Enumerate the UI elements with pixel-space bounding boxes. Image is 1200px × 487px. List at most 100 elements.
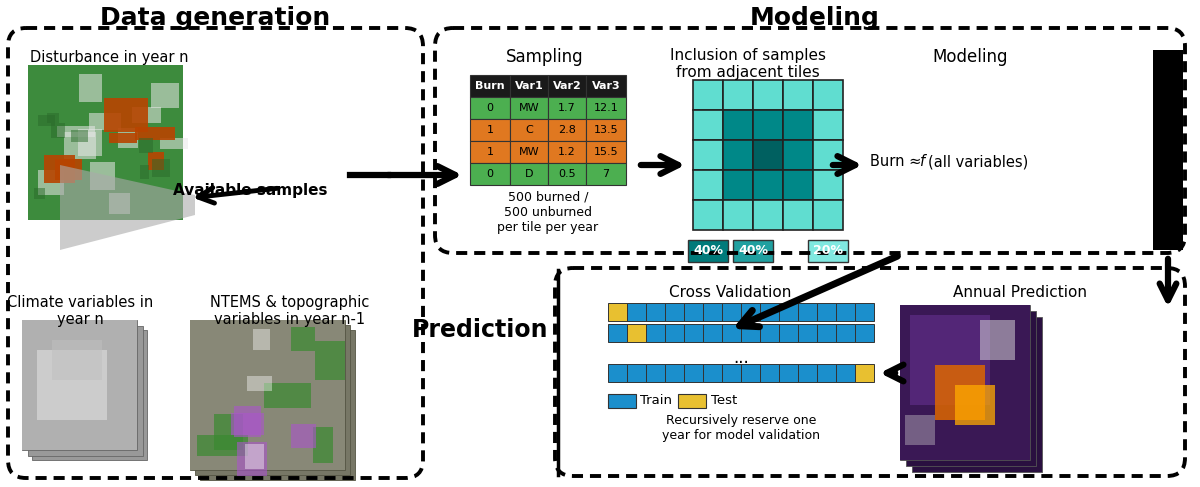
- Bar: [470, 97, 510, 119]
- Bar: [236, 442, 268, 476]
- Bar: [754, 110, 784, 140]
- Bar: [665, 324, 684, 342]
- Bar: [313, 427, 334, 463]
- Bar: [586, 97, 626, 119]
- Bar: [22, 320, 137, 450]
- Bar: [722, 200, 754, 230]
- Bar: [784, 110, 814, 140]
- Bar: [684, 364, 703, 382]
- Text: Cross Validation: Cross Validation: [668, 285, 791, 300]
- Bar: [190, 320, 346, 470]
- Text: Prediction: Prediction: [412, 318, 548, 342]
- Bar: [139, 166, 149, 179]
- Bar: [152, 159, 170, 177]
- Bar: [784, 80, 814, 110]
- Bar: [779, 364, 798, 382]
- Bar: [28, 326, 143, 456]
- Bar: [678, 394, 706, 408]
- Text: 15.5: 15.5: [594, 147, 618, 157]
- Text: Data generation: Data generation: [100, 6, 330, 30]
- Bar: [71, 130, 88, 142]
- Bar: [814, 80, 842, 110]
- Text: Recursively reserve one
year for model validation: Recursively reserve one year for model v…: [662, 414, 820, 442]
- Bar: [628, 324, 646, 342]
- Text: 1.7: 1.7: [558, 103, 576, 113]
- Bar: [935, 365, 985, 420]
- Bar: [760, 303, 779, 321]
- Bar: [194, 325, 350, 475]
- Bar: [814, 110, 842, 140]
- Text: f: f: [920, 154, 925, 169]
- Bar: [798, 324, 817, 342]
- Text: D: D: [524, 169, 533, 179]
- Bar: [980, 320, 1015, 360]
- Bar: [247, 376, 271, 392]
- Bar: [65, 132, 96, 159]
- Bar: [754, 80, 784, 110]
- Bar: [722, 110, 754, 140]
- Bar: [628, 364, 646, 382]
- Bar: [55, 159, 83, 180]
- Bar: [109, 133, 137, 143]
- Text: Annual Prediction: Annual Prediction: [953, 285, 1087, 300]
- Bar: [798, 303, 817, 321]
- Bar: [37, 350, 107, 420]
- Bar: [905, 415, 935, 445]
- Bar: [784, 170, 814, 200]
- Bar: [190, 320, 346, 470]
- Bar: [754, 200, 784, 230]
- Bar: [684, 324, 703, 342]
- Bar: [548, 119, 586, 141]
- Polygon shape: [60, 165, 194, 250]
- Text: 0: 0: [486, 169, 493, 179]
- Bar: [470, 75, 510, 97]
- Bar: [722, 324, 742, 342]
- Bar: [160, 138, 187, 149]
- Text: 40%: 40%: [738, 244, 768, 258]
- Text: 2.8: 2.8: [558, 125, 576, 135]
- Bar: [703, 364, 722, 382]
- Bar: [608, 324, 628, 342]
- Bar: [836, 303, 854, 321]
- Bar: [646, 364, 665, 382]
- Bar: [742, 364, 760, 382]
- Bar: [779, 303, 798, 321]
- Bar: [608, 364, 628, 382]
- Bar: [694, 200, 722, 230]
- Bar: [109, 193, 130, 214]
- Text: 0.5: 0.5: [558, 169, 576, 179]
- Bar: [132, 108, 161, 123]
- Text: Inclusion of samples
from adjacent tiles: Inclusion of samples from adjacent tiles: [670, 48, 826, 80]
- Text: Disturbance in year n: Disturbance in year n: [30, 50, 188, 65]
- Text: NTEMS & topographic
variables in year n-1: NTEMS & topographic variables in year n-…: [210, 295, 370, 327]
- Bar: [1153, 50, 1183, 250]
- Bar: [854, 303, 874, 321]
- Bar: [22, 320, 137, 450]
- Bar: [28, 65, 182, 220]
- Bar: [784, 140, 814, 170]
- Text: (all variables): (all variables): [928, 154, 1028, 169]
- Text: Climate variables in
year n: Climate variables in year n: [7, 295, 154, 327]
- Text: Burn: Burn: [475, 81, 505, 91]
- Bar: [836, 364, 854, 382]
- Bar: [608, 394, 636, 408]
- Bar: [90, 162, 115, 190]
- Bar: [694, 110, 722, 140]
- Text: Sampling: Sampling: [506, 48, 584, 66]
- Bar: [910, 315, 990, 405]
- Bar: [37, 115, 55, 126]
- Bar: [646, 324, 665, 342]
- Bar: [814, 170, 842, 200]
- Text: Var3: Var3: [592, 81, 620, 91]
- Bar: [32, 330, 148, 460]
- Bar: [900, 305, 1030, 460]
- Bar: [119, 128, 138, 148]
- Bar: [688, 240, 728, 262]
- Bar: [197, 435, 248, 456]
- Text: MW: MW: [518, 103, 539, 113]
- Bar: [510, 163, 548, 185]
- Bar: [854, 324, 874, 342]
- Bar: [264, 383, 311, 408]
- Text: Available samples: Available samples: [173, 183, 328, 198]
- Bar: [548, 141, 586, 163]
